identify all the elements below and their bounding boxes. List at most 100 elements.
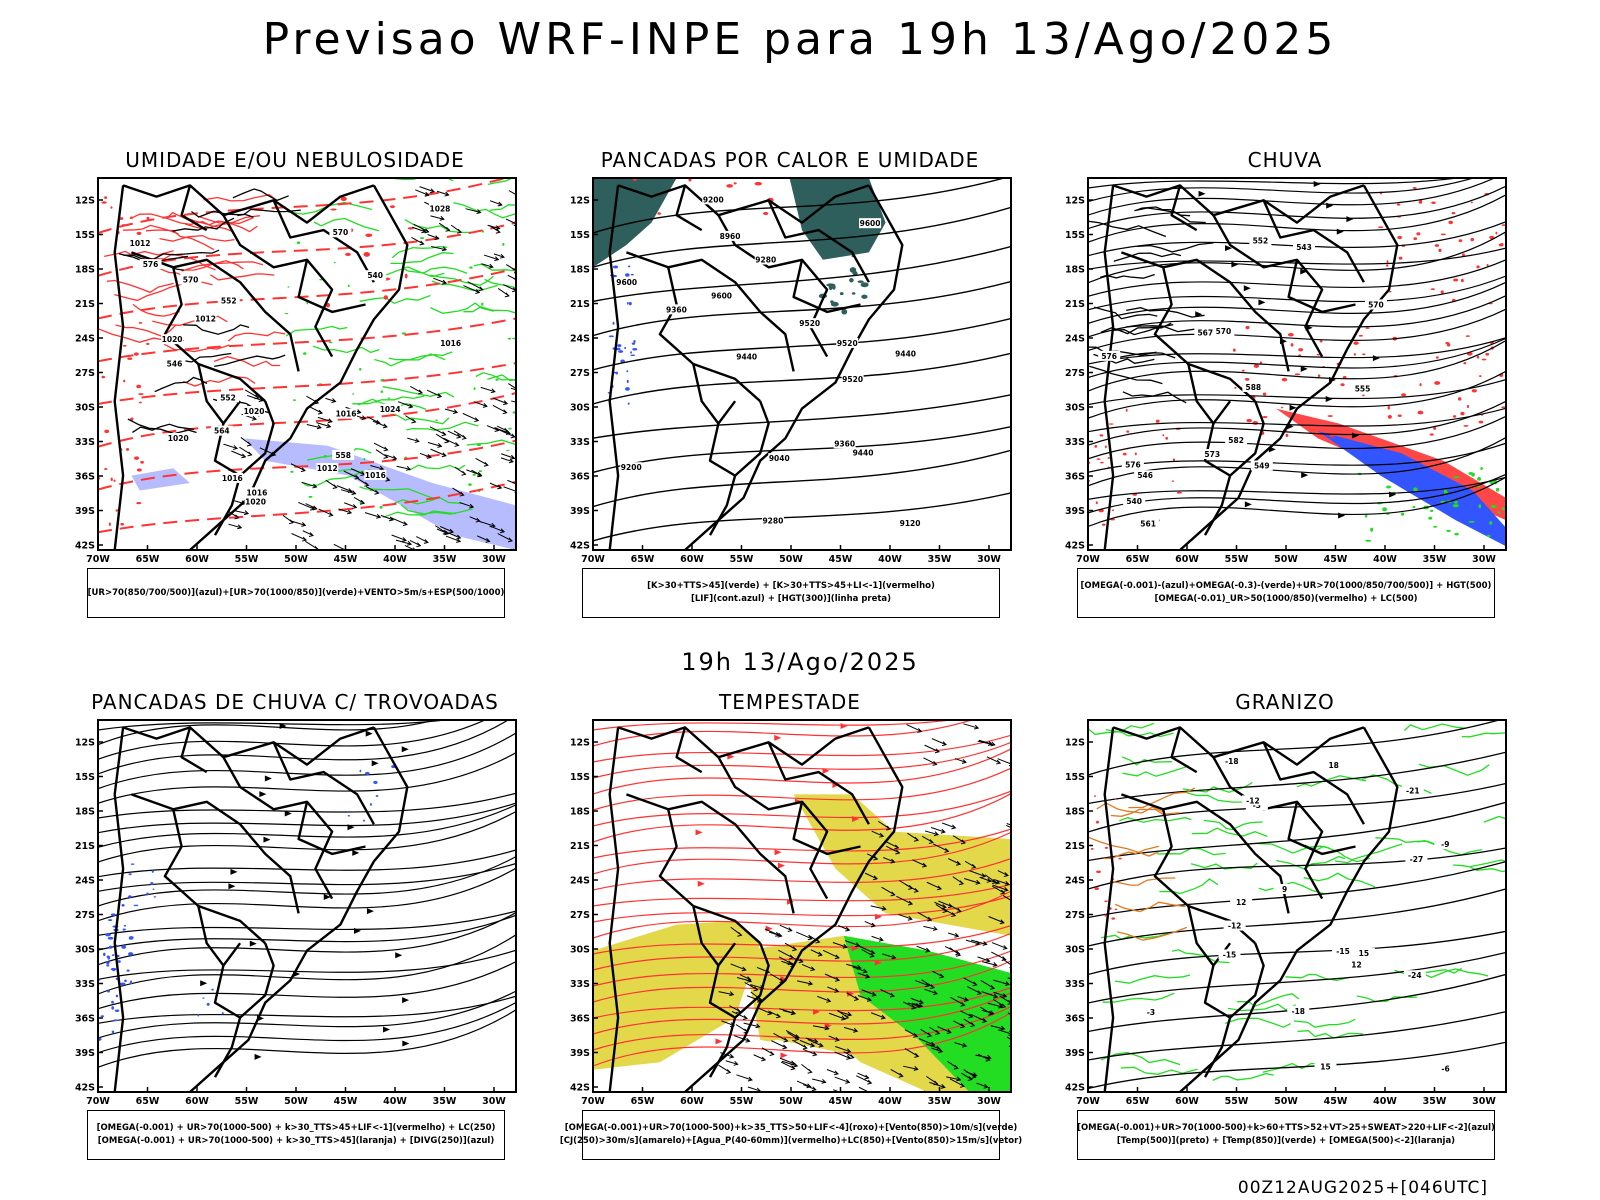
shaded-area xyxy=(612,321,615,325)
contour-label: 1012 xyxy=(195,315,216,324)
streamline xyxy=(593,987,1011,1019)
contour-line xyxy=(159,234,235,242)
streamline-arrow xyxy=(822,767,830,774)
streamline-arrow xyxy=(777,862,785,869)
streamline-arrow xyxy=(774,734,782,741)
shaded-area xyxy=(1122,452,1127,456)
shaded-area xyxy=(631,342,636,345)
contour-label: 12 xyxy=(1351,960,1361,969)
wind-vector xyxy=(503,284,516,292)
wind-vector-head xyxy=(846,1048,852,1054)
wind-vector xyxy=(870,905,886,910)
lon-tick-label: 60W xyxy=(1175,554,1199,565)
contour-label-bg xyxy=(754,254,777,265)
wind-vector xyxy=(993,991,1007,997)
wind-vector-head xyxy=(495,225,501,231)
shaded-area xyxy=(197,1013,200,1017)
shaded-area xyxy=(624,346,627,350)
shaded-area xyxy=(387,397,391,399)
wind-vector-head xyxy=(761,1056,767,1062)
streamline xyxy=(1088,281,1506,324)
legend-line: [UR>70(850/700/500)](azul)+[UR>70(1000/8… xyxy=(87,587,505,598)
wind-vector xyxy=(385,454,397,460)
wind-vector xyxy=(857,972,870,978)
lon-tick-label: 70W xyxy=(1076,554,1100,565)
wind-vector xyxy=(396,465,411,470)
lat-tick-label: 24S xyxy=(1065,876,1085,887)
shaded-area xyxy=(1458,239,1463,243)
wind-vector xyxy=(924,830,939,836)
wind-vector xyxy=(486,425,499,431)
shaded-area xyxy=(1457,397,1462,401)
wind-vector-head xyxy=(922,862,928,868)
wind-vector-head xyxy=(941,741,948,747)
wind-vector-head xyxy=(412,547,416,550)
wind-vector-head xyxy=(376,513,382,519)
shaded-area xyxy=(130,863,135,865)
wind-vector xyxy=(353,496,365,504)
contour-label-bg xyxy=(179,274,202,285)
shaded-area xyxy=(138,321,143,324)
wind-vector-head xyxy=(383,454,389,459)
shaded-area xyxy=(1094,887,1099,891)
lon-tick-label: 40W xyxy=(1373,554,1397,565)
wind-vector-head xyxy=(392,455,398,461)
contour-label-bg xyxy=(1401,785,1424,796)
lon-tick-label: 55W xyxy=(235,554,259,565)
contour-label: 561 xyxy=(1140,520,1156,529)
wind-vector xyxy=(931,738,947,746)
wind-vector-head xyxy=(915,1002,921,1008)
wind-vector xyxy=(881,886,895,896)
contour-label: -3 xyxy=(1147,1008,1155,1017)
shaded-area xyxy=(383,295,388,300)
wind-vector-head xyxy=(490,522,496,528)
wind-vector xyxy=(916,945,930,952)
shaded-area xyxy=(1401,393,1407,397)
shaded-area xyxy=(726,184,733,188)
shaded-area xyxy=(303,352,307,355)
wind-vector-head xyxy=(908,900,914,906)
contour-label-bg xyxy=(217,392,240,403)
shaded-area xyxy=(1448,220,1454,225)
map-granizo: -3-3-6-9-12-12-15 -15-18-18-21-24-2712151… xyxy=(1065,719,1507,1107)
wind-vector xyxy=(390,517,408,526)
border-line-10 xyxy=(708,475,737,536)
contour-label-bg xyxy=(221,472,244,483)
wind-vector-head xyxy=(419,240,425,246)
contour-label-bg xyxy=(1098,350,1121,361)
wind-vector-head xyxy=(962,1042,968,1048)
shaded-area xyxy=(1443,491,1448,494)
wind-vector-head xyxy=(967,1076,973,1082)
wind-vector-head xyxy=(503,400,509,406)
shaded-area xyxy=(1262,415,1268,418)
wind-vector xyxy=(480,386,496,393)
wind-vector-head xyxy=(448,528,455,534)
shaded-area xyxy=(630,273,634,276)
wind-vector-head xyxy=(402,521,408,527)
wind-vector-head xyxy=(918,999,924,1005)
wind-vector-head xyxy=(326,423,332,429)
wind-vector-head xyxy=(972,981,978,987)
wind-vector xyxy=(856,1075,872,1084)
wind-vector xyxy=(964,860,976,868)
shaded-area xyxy=(1090,847,1094,850)
shaded-area xyxy=(1280,406,1284,409)
shaded-area xyxy=(825,253,829,258)
contour-label-bg xyxy=(217,295,240,306)
wind-vector xyxy=(781,1060,798,1067)
border-line-10 xyxy=(708,1017,737,1078)
streamline-arrow xyxy=(323,894,331,901)
border-line-4 xyxy=(1212,214,1324,358)
shaded-area xyxy=(860,282,869,288)
contour-line xyxy=(384,411,450,425)
contour-label-bg xyxy=(1121,459,1144,470)
shaded-area xyxy=(128,895,132,898)
streamline xyxy=(98,1009,516,1068)
wind-vector xyxy=(298,501,315,510)
wind-vector xyxy=(302,530,314,536)
shaded-area xyxy=(1387,405,1390,410)
wind-vector xyxy=(429,426,446,436)
shaded-area xyxy=(100,1015,105,1018)
wind-vector xyxy=(953,1020,965,1028)
panel-umidade: UMIDADE E/OU NEBULOSIDADE 1012 1012 1016 101… xyxy=(75,148,517,648)
